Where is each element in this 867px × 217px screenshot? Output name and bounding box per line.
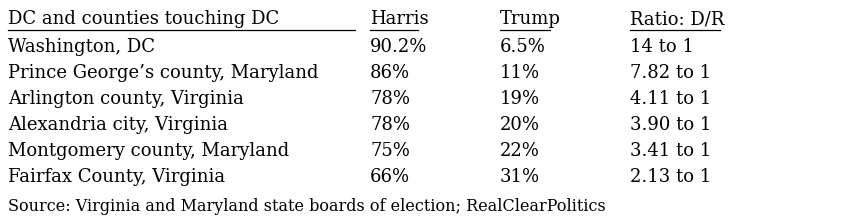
Text: 2.13 to 1: 2.13 to 1 [630,168,711,186]
Text: 22%: 22% [500,142,540,160]
Text: Montgomery county, Maryland: Montgomery county, Maryland [8,142,290,160]
Text: Alexandria city, Virginia: Alexandria city, Virginia [8,116,228,134]
Text: 14 to 1: 14 to 1 [630,38,694,56]
Text: 78%: 78% [370,90,410,108]
Text: Prince George’s county, Maryland: Prince George’s county, Maryland [8,64,318,82]
Text: 66%: 66% [370,168,410,186]
Text: Trump: Trump [500,10,561,28]
Text: 78%: 78% [370,116,410,134]
Text: 86%: 86% [370,64,410,82]
Text: 75%: 75% [370,142,410,160]
Text: Fairfax County, Virginia: Fairfax County, Virginia [8,168,225,186]
Text: 3.41 to 1: 3.41 to 1 [630,142,711,160]
Text: 6.5%: 6.5% [500,38,546,56]
Text: 90.2%: 90.2% [370,38,427,56]
Text: 7.82 to 1: 7.82 to 1 [630,64,711,82]
Text: Washington, DC: Washington, DC [8,38,155,56]
Text: 4.11 to 1: 4.11 to 1 [630,90,711,108]
Text: 11%: 11% [500,64,540,82]
Text: 20%: 20% [500,116,540,134]
Text: Ratio: D/R: Ratio: D/R [630,10,724,28]
Text: Arlington county, Virginia: Arlington county, Virginia [8,90,244,108]
Text: 19%: 19% [500,90,540,108]
Text: 3.90 to 1: 3.90 to 1 [630,116,712,134]
Text: 31%: 31% [500,168,540,186]
Text: DC and counties touching DC: DC and counties touching DC [8,10,279,28]
Text: Source: Virginia and Maryland state boards of election; RealClearPolitics: Source: Virginia and Maryland state boar… [8,198,606,215]
Text: Harris: Harris [370,10,428,28]
